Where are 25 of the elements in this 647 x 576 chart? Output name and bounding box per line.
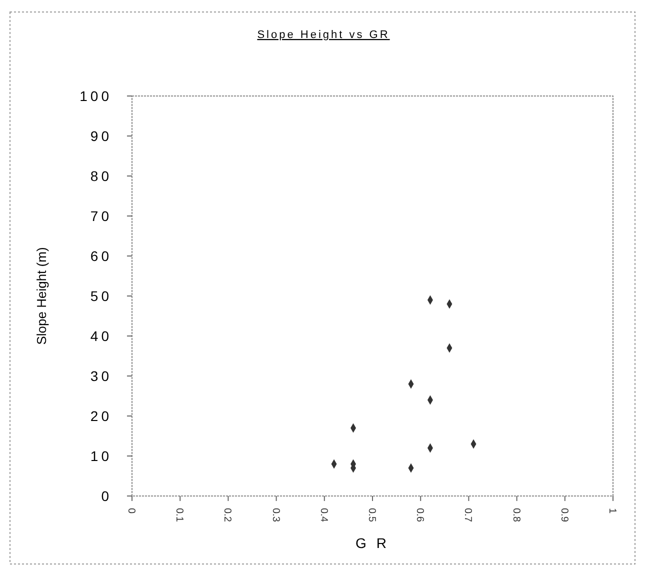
x-tick-label: 0.1 — [174, 508, 185, 522]
y-tick-label: 60 — [90, 248, 112, 264]
y-tick-label: 20 — [90, 408, 112, 424]
x-tick-label: 0 — [126, 508, 136, 514]
y-tick-label: 10 — [90, 448, 112, 464]
y-axis-title: Slope Height (m) — [34, 247, 49, 345]
y-tick-label: 40 — [90, 328, 112, 344]
x-tick-label: 0.5 — [366, 508, 377, 522]
y-tick-label: 70 — [90, 208, 112, 224]
x-tick-label: 0.2 — [222, 508, 233, 522]
x-tick-label: 0.6 — [414, 508, 426, 522]
chart-title: Slope Height vs GR — [257, 29, 390, 41]
y-tick-label: 80 — [90, 168, 112, 184]
x-tick-label: 0.4 — [318, 508, 329, 522]
y-tick-label: 90 — [90, 128, 112, 144]
y-tick-label: 50 — [90, 288, 112, 304]
y-tick-label: 100 — [80, 88, 112, 104]
x-axis-title: G R — [356, 535, 390, 551]
x-tick-label: 0.7 — [462, 508, 474, 522]
x-tick-label: 0.8 — [510, 508, 522, 522]
y-tick-label: 0 — [101, 488, 112, 504]
x-tick-label: 0.9 — [558, 508, 570, 522]
y-tick-label: 30 — [90, 368, 112, 384]
x-tick-label: 0.3 — [270, 508, 281, 522]
x-tick-label: 1 — [606, 508, 618, 514]
